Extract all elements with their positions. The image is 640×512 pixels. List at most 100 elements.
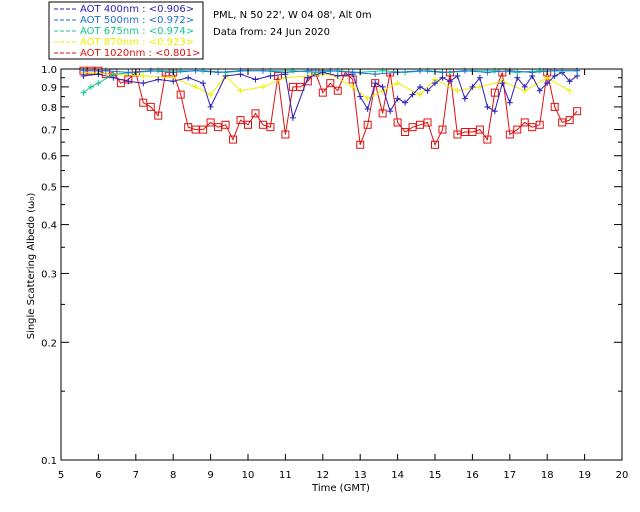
data-point bbox=[318, 88, 327, 97]
data-point bbox=[80, 89, 87, 96]
plot-frame bbox=[60, 68, 623, 461]
y-tick-label: 0.2 bbox=[41, 338, 57, 349]
series-1 bbox=[80, 67, 581, 78]
site-line: PML, N 50 22', W 04 08', Alt 0m bbox=[213, 10, 372, 21]
series-line bbox=[83, 71, 578, 120]
data-point bbox=[402, 99, 409, 106]
plot-area bbox=[79, 66, 582, 149]
data-point bbox=[439, 69, 446, 76]
data-point bbox=[229, 135, 238, 144]
data-point bbox=[387, 108, 394, 115]
y-tick-label: 1.0 bbox=[41, 65, 57, 76]
data-point bbox=[573, 107, 582, 116]
x-tick-label: 5 bbox=[58, 470, 64, 481]
data-point bbox=[207, 103, 214, 110]
data-point bbox=[454, 87, 461, 94]
data-point bbox=[551, 72, 558, 79]
legend-entry: AOT 870nm : <0.923> bbox=[80, 37, 194, 48]
data-point bbox=[544, 80, 551, 87]
y-tick-label: 0.3 bbox=[41, 269, 57, 280]
data-point bbox=[139, 98, 148, 107]
data-point bbox=[505, 130, 514, 139]
data-point bbox=[491, 108, 498, 115]
data-point bbox=[267, 72, 274, 79]
data-point bbox=[401, 128, 410, 137]
x-tick-label: 12 bbox=[316, 470, 329, 481]
data-point bbox=[372, 71, 379, 78]
axes: 5 6 7 8 9 10 11 12 13 14 15 16 17 18 19 20 0.1 0.2 0.3 0.4 0… bbox=[41, 65, 628, 481]
data-point bbox=[469, 83, 476, 90]
data-point bbox=[146, 102, 155, 111]
data-point bbox=[409, 91, 416, 98]
legend-entry: AOT 500nm : <0.972> bbox=[80, 15, 194, 26]
data-point bbox=[206, 118, 215, 127]
data-point bbox=[566, 78, 573, 85]
data-point bbox=[87, 83, 94, 90]
x-tick-label: 7 bbox=[133, 470, 139, 481]
data-point bbox=[513, 125, 522, 134]
data-point bbox=[192, 83, 199, 90]
data-point bbox=[356, 140, 365, 149]
data-point bbox=[439, 74, 446, 81]
data-point bbox=[259, 83, 266, 90]
data-point bbox=[110, 71, 117, 78]
series-0 bbox=[80, 69, 581, 121]
data-point bbox=[333, 86, 342, 95]
data-point bbox=[483, 135, 492, 144]
x-tick-label: 16 bbox=[466, 470, 479, 481]
data-point bbox=[252, 76, 259, 83]
data-point bbox=[125, 78, 132, 85]
y-tick-label: 0.1 bbox=[41, 456, 57, 467]
x-tick-label: 6 bbox=[95, 470, 101, 481]
data-point bbox=[506, 99, 513, 106]
data-point bbox=[244, 120, 252, 129]
data-point bbox=[438, 125, 447, 134]
data-point bbox=[514, 74, 521, 81]
data-point bbox=[200, 80, 207, 87]
x-tick-label: 13 bbox=[354, 470, 367, 481]
data-point bbox=[363, 120, 372, 129]
data-point bbox=[364, 95, 371, 102]
legend-entry: AOT 1020nm : <0.801> bbox=[80, 48, 200, 59]
data-point bbox=[251, 109, 260, 118]
data-point bbox=[394, 80, 401, 87]
data-point bbox=[476, 74, 483, 81]
x-tick-label: 14 bbox=[391, 470, 404, 481]
data-point bbox=[520, 118, 529, 127]
series-line bbox=[83, 71, 570, 100]
data-point bbox=[80, 72, 87, 79]
data-point bbox=[446, 78, 453, 85]
data-point bbox=[574, 72, 581, 79]
y-tick-label: 0.4 bbox=[41, 221, 57, 232]
data-point bbox=[484, 69, 491, 76]
data-point bbox=[176, 90, 185, 99]
x-tick-label: 9 bbox=[207, 470, 213, 481]
data-point bbox=[484, 103, 491, 110]
data-point bbox=[566, 87, 573, 94]
data-point bbox=[289, 114, 296, 121]
x-tick-label: 20 bbox=[616, 470, 629, 481]
data-point bbox=[378, 109, 387, 118]
data-point bbox=[125, 69, 132, 76]
data-point bbox=[417, 83, 424, 90]
data-point bbox=[155, 76, 162, 83]
x-tick-label: 10 bbox=[242, 470, 255, 481]
data-point bbox=[349, 83, 356, 90]
data-point bbox=[221, 120, 230, 129]
data-point bbox=[199, 125, 208, 134]
data-point bbox=[394, 95, 401, 102]
data-point bbox=[499, 80, 506, 87]
data-point bbox=[535, 120, 544, 129]
x-tick-label: 11 bbox=[279, 470, 292, 481]
data-point bbox=[550, 102, 559, 111]
x-tick-label: 19 bbox=[578, 470, 591, 481]
data-point bbox=[379, 83, 386, 90]
data-point bbox=[432, 80, 438, 87]
data-point bbox=[296, 82, 305, 91]
data-point bbox=[521, 83, 528, 90]
data-point bbox=[454, 72, 461, 79]
data-point bbox=[371, 79, 380, 88]
data-point bbox=[95, 80, 102, 87]
data-point bbox=[431, 140, 439, 149]
